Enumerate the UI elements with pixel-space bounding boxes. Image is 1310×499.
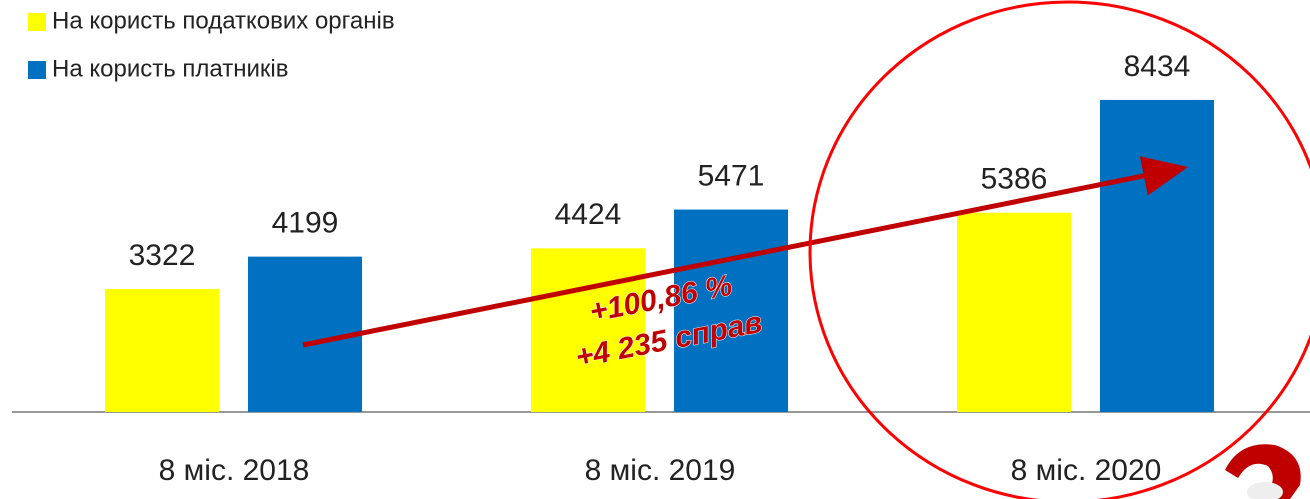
chart: +100,86 % +4 235 справ На користь податк… [0, 0, 1310, 499]
legend-label: На користь податкових органів [52, 7, 395, 34]
x-tick-label: 8 міс. 2020 [1011, 454, 1162, 487]
legend-swatch [28, 13, 46, 31]
x-tick-label: 8 міс. 2019 [585, 454, 736, 487]
bar [1100, 100, 1214, 412]
bar [957, 213, 1071, 412]
page: +100,86 % +4 235 справ На користь податк… [0, 0, 1310, 499]
bars [105, 100, 1214, 412]
value-label: 8434 [1124, 50, 1191, 83]
value-label: 4424 [555, 198, 622, 231]
legend-swatch [28, 61, 46, 79]
legend-label: На користь платників [52, 55, 288, 82]
x-tick-label: 8 міс. 2018 [159, 454, 310, 487]
logo-icon [1225, 444, 1301, 499]
value-label: 3322 [129, 239, 196, 272]
value-label: 4199 [272, 207, 339, 240]
value-label: 5471 [698, 159, 765, 192]
value-label: 5386 [981, 163, 1048, 196]
bar [105, 289, 219, 412]
bar [531, 248, 645, 412]
legend: На користь податкових органів На користь … [28, 7, 395, 82]
